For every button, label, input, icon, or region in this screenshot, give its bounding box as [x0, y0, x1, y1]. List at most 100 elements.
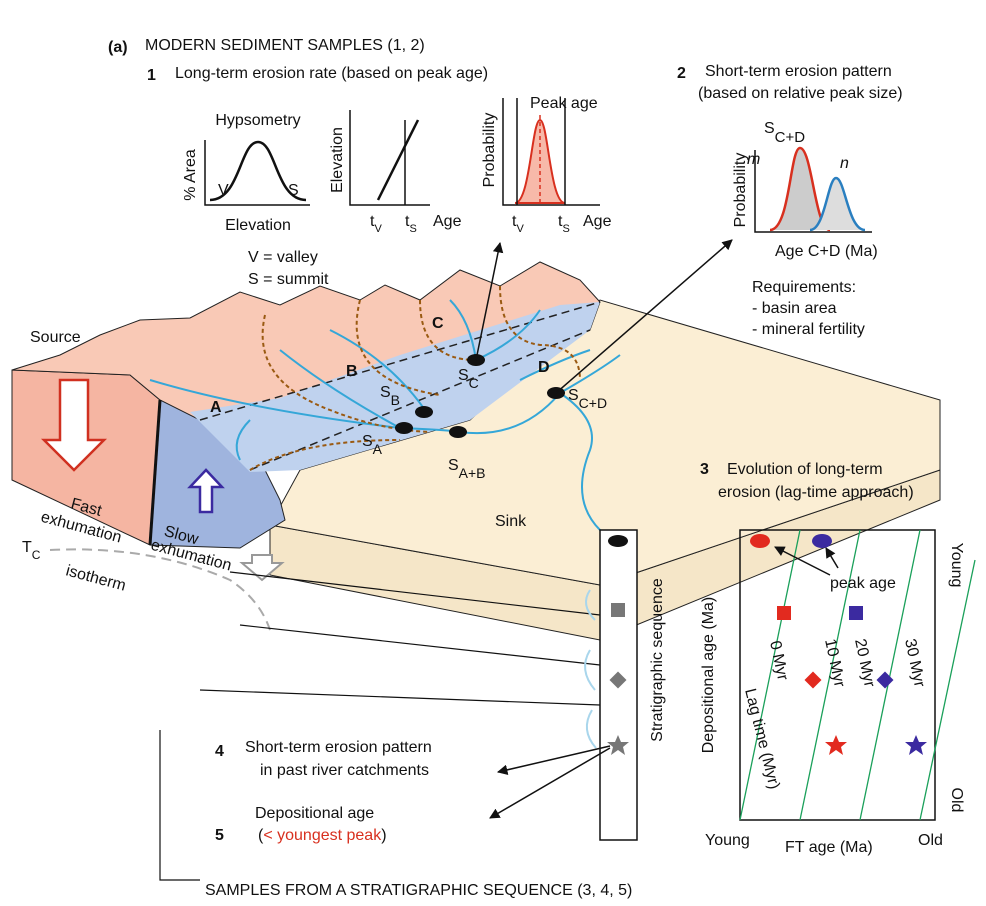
text-sub: B [391, 392, 400, 408]
lag-line-label: 30 Myr [901, 637, 928, 689]
step-title: erosion (lag-time approach) [718, 484, 914, 501]
step-title: (based on relative peak size) [698, 85, 903, 102]
text-sub: A [373, 441, 383, 457]
section-bracket [160, 730, 200, 880]
arrow [498, 746, 610, 772]
label: Depositional age [255, 805, 374, 822]
marker [805, 672, 822, 689]
text-highlight: < youngest peak [263, 827, 382, 844]
label: Peak age [530, 95, 598, 112]
sample [415, 406, 433, 418]
step-title: Evolution of long-term [727, 461, 883, 478]
curve [378, 120, 418, 200]
text-main: T [22, 539, 32, 556]
label: tS [558, 213, 570, 235]
label: in past river catchments [260, 762, 429, 779]
label: SC+D [764, 120, 805, 146]
step-number: 4 [215, 743, 224, 760]
label: Stratigraphic sequence [649, 578, 666, 742]
text-sub: V [374, 223, 382, 235]
lag-line-label: 20 Myr [851, 637, 878, 689]
text-sub: C [469, 375, 479, 391]
lag-line [920, 560, 975, 820]
step-number: 3 [700, 461, 709, 478]
label: Probability [732, 153, 749, 228]
label: TC [22, 539, 41, 562]
label: Young [705, 832, 750, 849]
past-river [587, 710, 596, 748]
label: peak age [830, 575, 896, 592]
text-part: ) [381, 827, 386, 844]
sample [449, 426, 467, 438]
text-sub: V [516, 223, 524, 235]
label: FT age (Ma) [785, 839, 873, 856]
label: Hypsometry [215, 112, 300, 129]
past-river [585, 650, 595, 690]
label: Probability [481, 113, 498, 188]
text-main: S [448, 457, 459, 474]
label: Requirements: [752, 279, 856, 296]
lag-label: Lag time (Myr) [741, 687, 782, 791]
sample [395, 422, 413, 434]
label: Old [948, 788, 965, 813]
label: tS [405, 213, 417, 235]
marker [750, 534, 770, 548]
label: % Area [182, 149, 199, 201]
text-sub: A+B [459, 465, 486, 481]
marker [777, 606, 791, 620]
step-title: Long-term erosion rate (based on peak ag… [175, 65, 488, 82]
label: Age [433, 213, 462, 230]
footer-title: SAMPLES FROM A STRATIGRAPHIC SEQUENCE (3… [205, 882, 632, 899]
lag-line-label: 10 Myr [821, 637, 848, 689]
label: V = valley [248, 249, 318, 266]
text-sub: S [409, 223, 416, 235]
label: V [218, 182, 229, 199]
text-main: S [568, 387, 579, 404]
text-main: S [362, 433, 373, 450]
label: Depositional age (Ma) [700, 597, 717, 754]
marker [812, 534, 832, 548]
step-number: 5 [215, 827, 224, 844]
step-number: 1 [147, 67, 156, 84]
label: Young [948, 543, 965, 588]
text-sub: C+D [775, 129, 806, 146]
column-sample [608, 535, 628, 547]
text-sub: S [562, 223, 569, 235]
panel-label: (a) [108, 39, 128, 56]
label: - basin area [752, 300, 837, 317]
figure: (a) MODERN SEDIMENT SAMPLES (1, 2) 1 Long-t… [0, 0, 986, 906]
catchment-label: B [346, 363, 358, 380]
block-diagram [12, 262, 940, 880]
text-main: S [458, 367, 469, 384]
label: S [288, 182, 299, 199]
arrow [826, 548, 838, 568]
marker [825, 735, 847, 755]
text-main: S [764, 120, 775, 137]
title: MODERN SEDIMENT SAMPLES (1, 2) [145, 37, 425, 54]
label: tV [512, 213, 524, 235]
step-title: Short-term erosion pattern [705, 63, 892, 80]
label: tV [370, 213, 382, 235]
label: isotherm [64, 562, 128, 594]
stratum [200, 690, 600, 705]
marker [877, 672, 894, 689]
step-number: 2 [677, 65, 686, 82]
label: n [840, 155, 849, 172]
label: Old [918, 832, 943, 849]
text-main: S [380, 384, 391, 401]
label: S = summit [248, 271, 329, 288]
catchment-label: D [538, 359, 550, 376]
text-sub: C [32, 548, 41, 562]
catchment-label: A [210, 399, 222, 416]
marker [905, 735, 927, 755]
label: (< youngest peak) [258, 827, 387, 844]
stratum [240, 625, 600, 665]
label: Source [30, 329, 81, 346]
marker [849, 606, 863, 620]
label: Age [583, 213, 612, 230]
label: Elevation [329, 127, 346, 193]
axis [350, 110, 430, 205]
catchment-label: C [432, 315, 444, 332]
label: Age C+D (Ma) [775, 243, 878, 260]
label: Elevation [225, 217, 291, 234]
